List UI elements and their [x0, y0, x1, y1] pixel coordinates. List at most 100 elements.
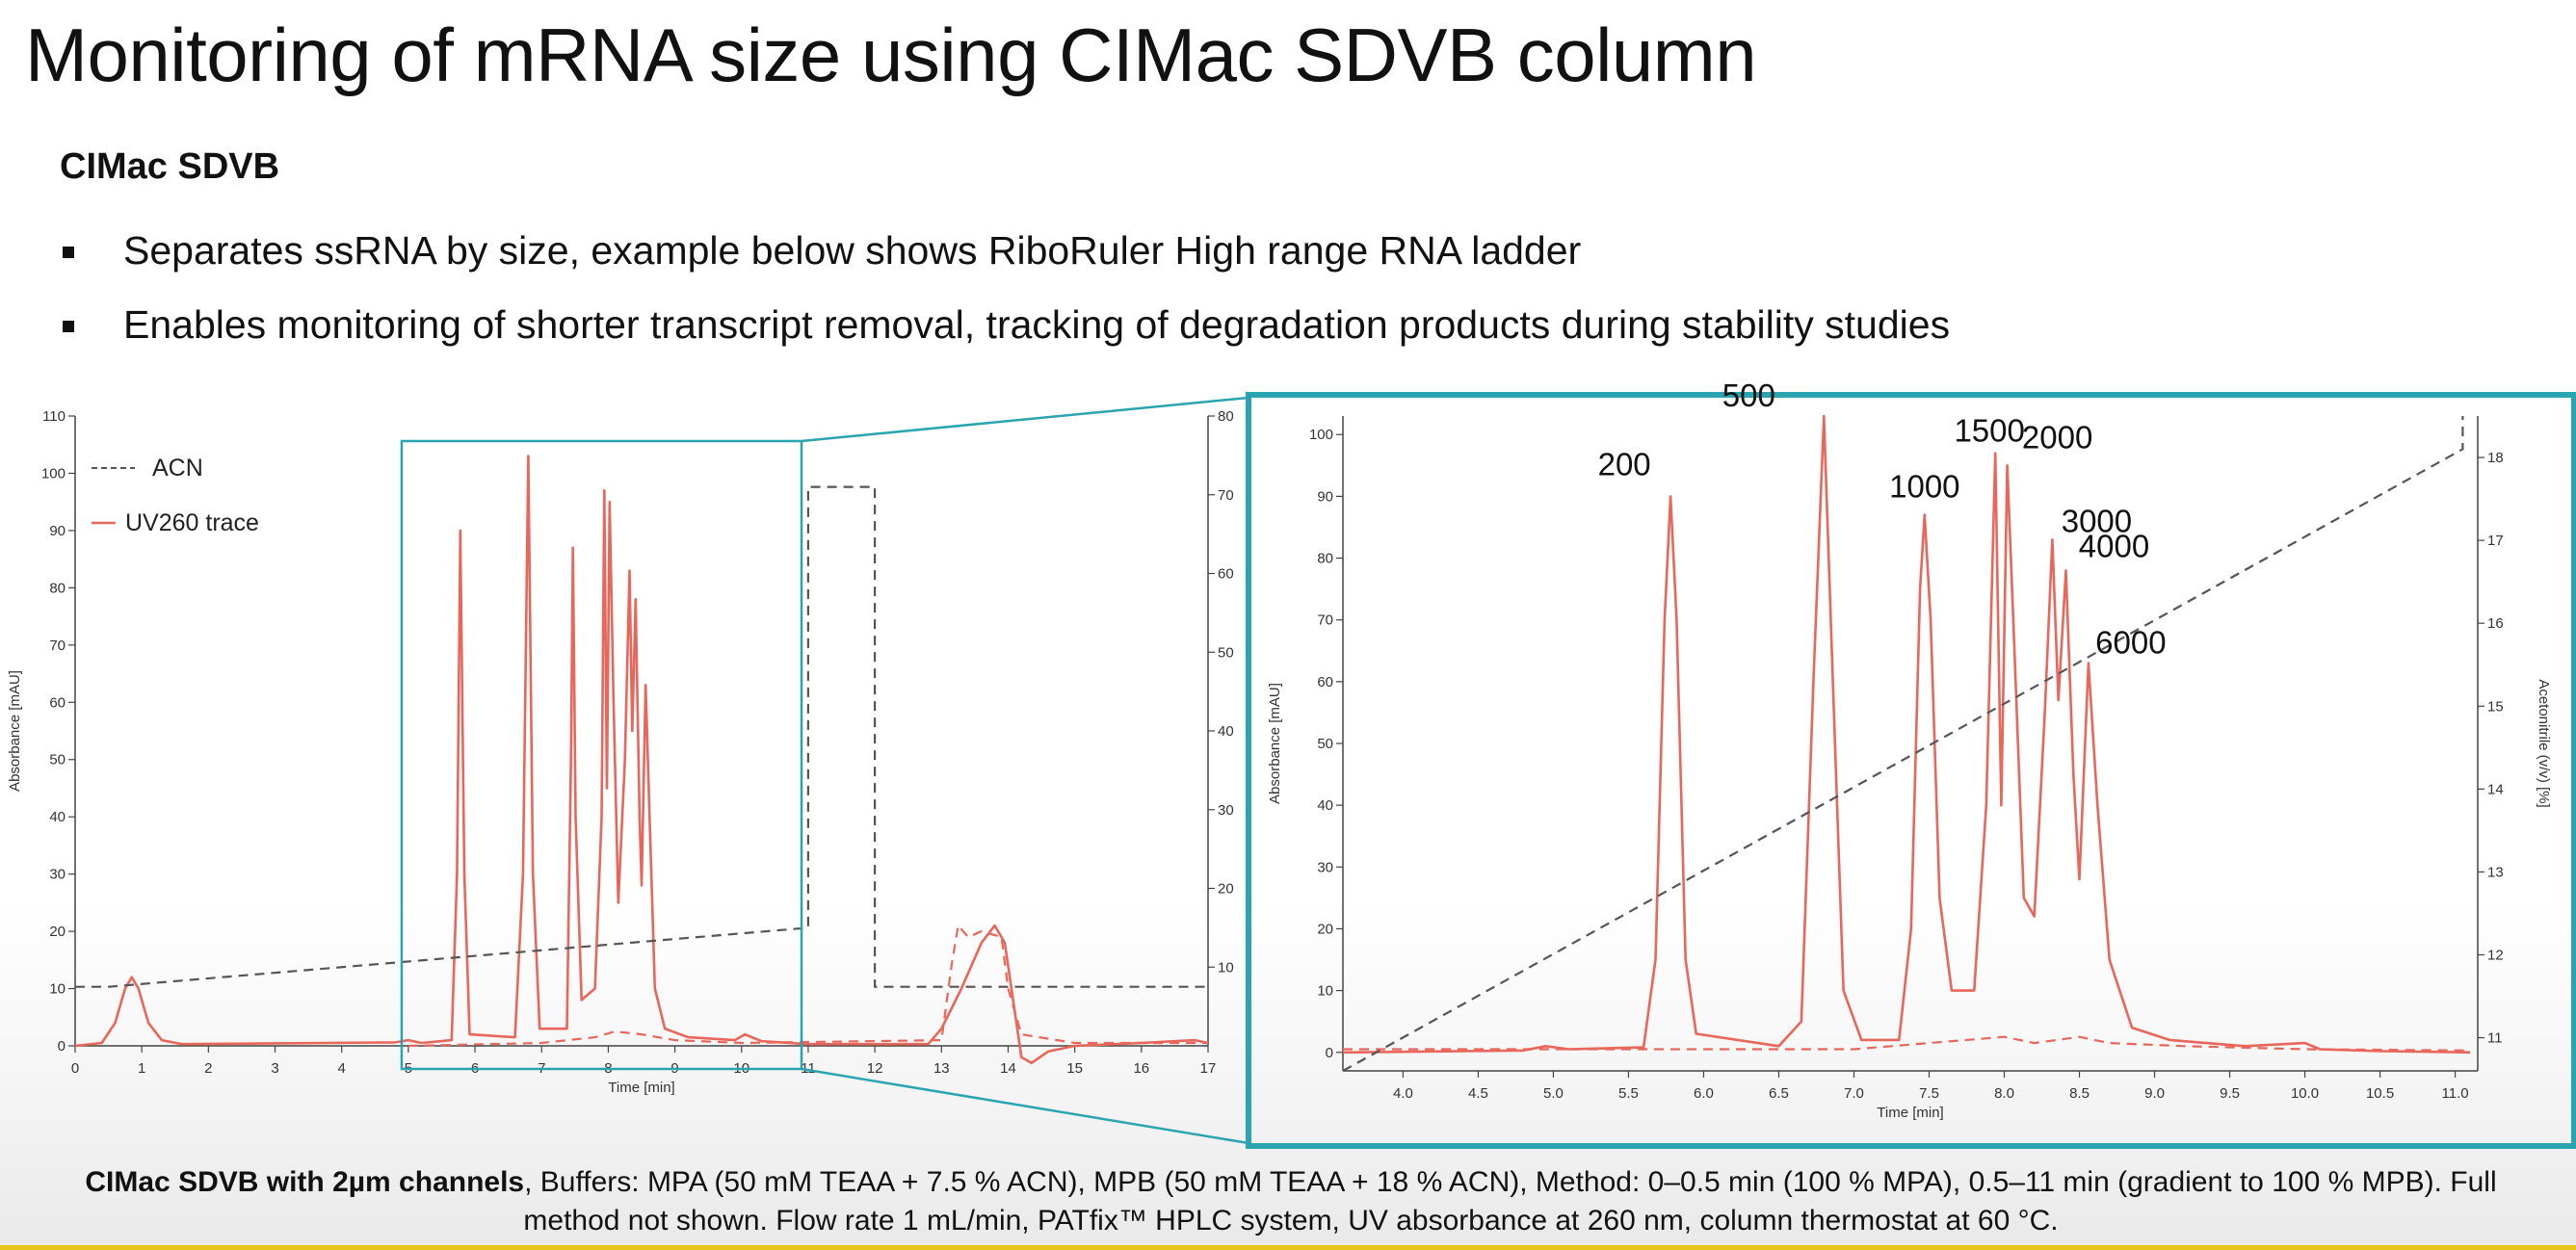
x-tick-label: 4.0	[1393, 1085, 1413, 1102]
y2-tick-label: 30	[1218, 802, 1234, 819]
y-tick-label: 10	[1317, 983, 1333, 1000]
y-tick-label: 30	[1317, 859, 1333, 875]
peak-label: 6000	[2095, 625, 2166, 661]
acn-gradient-line	[75, 485, 1208, 988]
x-tick-label: 1	[138, 1060, 145, 1077]
slide-title: Monitoring of mRNA size using CIMac SDVB…	[25, 13, 1757, 97]
peak-label: 2000	[2022, 419, 2092, 455]
figure-caption: CIMac SDVB with 2µm channels, Buffers: M…	[39, 1163, 2543, 1240]
x-tick-label: 8.0	[1994, 1085, 2014, 1102]
uv260-trace	[1342, 414, 2471, 1055]
y2-tick-label: 14	[2487, 781, 2504, 797]
x-tick-label: 6.0	[1694, 1085, 1714, 1102]
y2-tick-label: 11	[2487, 1030, 2503, 1047]
x-tick-label: 15	[1066, 1060, 1083, 1077]
y2-tick-label: 70	[1218, 487, 1234, 504]
x-tick-label: 4	[338, 1060, 346, 1077]
peak-label: 1000	[1889, 469, 1959, 505]
zoom-region-box	[400, 439, 803, 1071]
y-tick-label: 100	[1309, 427, 1333, 443]
uv260-dashed-trace	[1343, 1035, 2471, 1052]
x-axis-label: Time [min]	[608, 1080, 674, 1096]
x-tick-label: 4.5	[1468, 1085, 1488, 1102]
x-tick-label: 2	[204, 1060, 212, 1077]
peak-label: 3000	[2062, 503, 2132, 538]
y-tick-label: 70	[1317, 612, 1333, 629]
x-tick-label: 16	[1133, 1060, 1149, 1077]
x-tick-label: 5.0	[1543, 1085, 1564, 1102]
y-tick-label: 0	[1326, 1045, 1333, 1061]
x-tick-label: 13	[933, 1060, 950, 1077]
y-tick-label: 60	[49, 694, 66, 711]
x-tick-label: 3	[271, 1060, 278, 1077]
x-tick-label: 10.5	[2366, 1085, 2394, 1102]
y-axis-label: Absorbance [mAU]	[1267, 683, 1283, 804]
y-tick-label: 90	[1317, 488, 1333, 505]
peak-label: 1500	[1954, 412, 2024, 448]
y-tick-label: 50	[1317, 736, 1333, 752]
y-tick-label: 60	[1317, 674, 1333, 690]
zoom-connector-bottom	[801, 1067, 1249, 1145]
y-tick-label: 100	[41, 465, 66, 482]
y2-tick-label: 20	[1218, 881, 1234, 898]
x-tick-label: 0	[71, 1060, 79, 1077]
x-tick-label: 7.0	[1844, 1085, 1864, 1102]
y2-tick-label: 60	[1218, 566, 1234, 583]
x-tick-label: 6.5	[1769, 1085, 1789, 1102]
y2-axis-label: Acetonitrile (v/v) [%]	[2536, 679, 2552, 807]
y2-tick-label: 50	[1218, 644, 1234, 661]
caption-text: , Buffers: MPA (50 mM TEAA + 7.5 % ACN),…	[523, 1166, 2497, 1237]
y-tick-label: 80	[49, 580, 66, 596]
bullet-list: Separates ssRNA by size, example below s…	[60, 214, 1950, 362]
zoom-panel-frame	[1246, 392, 2576, 1149]
y-tick-label: 30	[49, 867, 66, 883]
y2-tick-label: 13	[2487, 864, 2504, 880]
uv260-trace	[74, 455, 1209, 1065]
x-tick-label: 7.5	[1919, 1085, 1939, 1102]
y-tick-label: 40	[1317, 797, 1333, 814]
y2-tick-label: 12	[2487, 947, 2504, 963]
legend-acn-label: ACN	[152, 455, 203, 482]
peak-label: 4000	[2079, 528, 2149, 563]
y-tick-label: 20	[1317, 921, 1333, 937]
y2-tick-label: 80	[1218, 408, 1234, 425]
section-heading: CIMac SDVB	[60, 146, 280, 187]
y-tick-label: 40	[49, 809, 66, 825]
y-tick-label: 10	[49, 981, 66, 998]
x-tick-label: 11.0	[2442, 1085, 2469, 1102]
acn-gradient-line	[1342, 416, 2464, 1072]
y2-tick-label: 16	[2487, 615, 2504, 632]
legend-uv-label: UV260 trace	[125, 509, 259, 536]
y2-tick-label: 15	[2487, 698, 2504, 715]
y-axis-label: Absorbance [mAU]	[7, 670, 23, 792]
x-tick-label: 11	[801, 1060, 816, 1077]
bullet-item: Enables monitoring of shorter transcript…	[60, 288, 1950, 362]
y-tick-label: 80	[1317, 551, 1333, 567]
x-tick-label: 9.5	[2220, 1085, 2240, 1102]
y-tick-label: 90	[49, 523, 66, 539]
y-tick-label: 20	[49, 924, 66, 940]
x-tick-label: 8.5	[2069, 1085, 2090, 1102]
x-tick-label: 17	[1200, 1060, 1217, 1077]
x-tick-label: 9.0	[2144, 1085, 2165, 1102]
zoom-connector-top	[801, 396, 1249, 443]
y-tick-label: 110	[42, 408, 66, 425]
x-tick-label: 14	[1000, 1060, 1016, 1077]
y-tick-label: 0	[58, 1038, 66, 1055]
x-axis-label: Time [min]	[1877, 1105, 1943, 1121]
y2-tick-label: 18	[2487, 450, 2504, 466]
y2-tick-label: 40	[1218, 723, 1234, 740]
y2-tick-label: 10	[1218, 959, 1234, 976]
peak-label: 500	[1722, 378, 1775, 413]
peak-label: 200	[1598, 446, 1651, 482]
y-tick-label: 50	[49, 752, 66, 768]
y-tick-label: 70	[49, 638, 66, 654]
bullet-item: Separates ssRNA by size, example below s…	[60, 214, 1950, 288]
x-tick-label: 5.5	[1618, 1085, 1639, 1102]
caption-bold: CIMac SDVB with 2µm channels	[85, 1166, 525, 1198]
x-tick-label: 10.0	[2291, 1085, 2319, 1102]
accent-line	[0, 1245, 2576, 1250]
x-tick-label: 12	[867, 1060, 883, 1077]
uv260-dashed-trace	[407, 923, 1208, 1048]
